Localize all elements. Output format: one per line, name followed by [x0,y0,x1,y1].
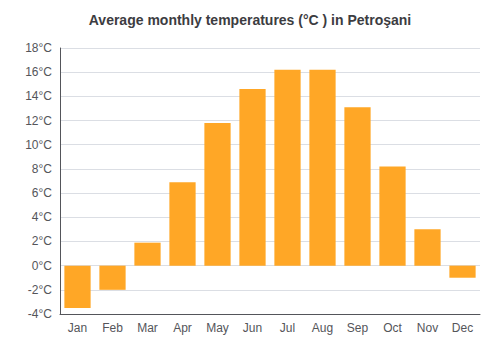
svg-text:Dec: Dec [452,321,473,335]
svg-text:Oct: Oct [383,321,402,335]
svg-text:Jun: Jun [243,321,262,335]
svg-text:6°C: 6°C [32,186,52,200]
svg-text:Jul: Jul [280,321,295,335]
svg-text:Aug: Aug [312,321,333,335]
svg-text:0°C: 0°C [32,259,52,273]
svg-text:14°C: 14°C [25,89,52,103]
svg-text:Apr: Apr [173,321,192,335]
svg-text:Jan: Jan [68,321,87,335]
svg-text:8°C: 8°C [32,162,52,176]
svg-text:May: May [206,321,229,335]
svg-text:Nov: Nov [417,321,438,335]
svg-text:Average monthly temperatures (: Average monthly temperatures (°C ) in Pe… [89,12,412,28]
svg-text:-4°C: -4°C [28,307,52,321]
svg-text:Mar: Mar [137,321,158,335]
svg-text:4°C: 4°C [32,210,52,224]
svg-text:Feb: Feb [102,321,123,335]
svg-text:12°C: 12°C [25,114,52,128]
svg-text:Sep: Sep [347,321,369,335]
svg-text:18°C: 18°C [25,41,52,55]
svg-text:2°C: 2°C [32,234,52,248]
svg-text:10°C: 10°C [25,138,52,152]
svg-text:-2°C: -2°C [28,283,52,297]
svg-text:16°C: 16°C [25,65,52,79]
